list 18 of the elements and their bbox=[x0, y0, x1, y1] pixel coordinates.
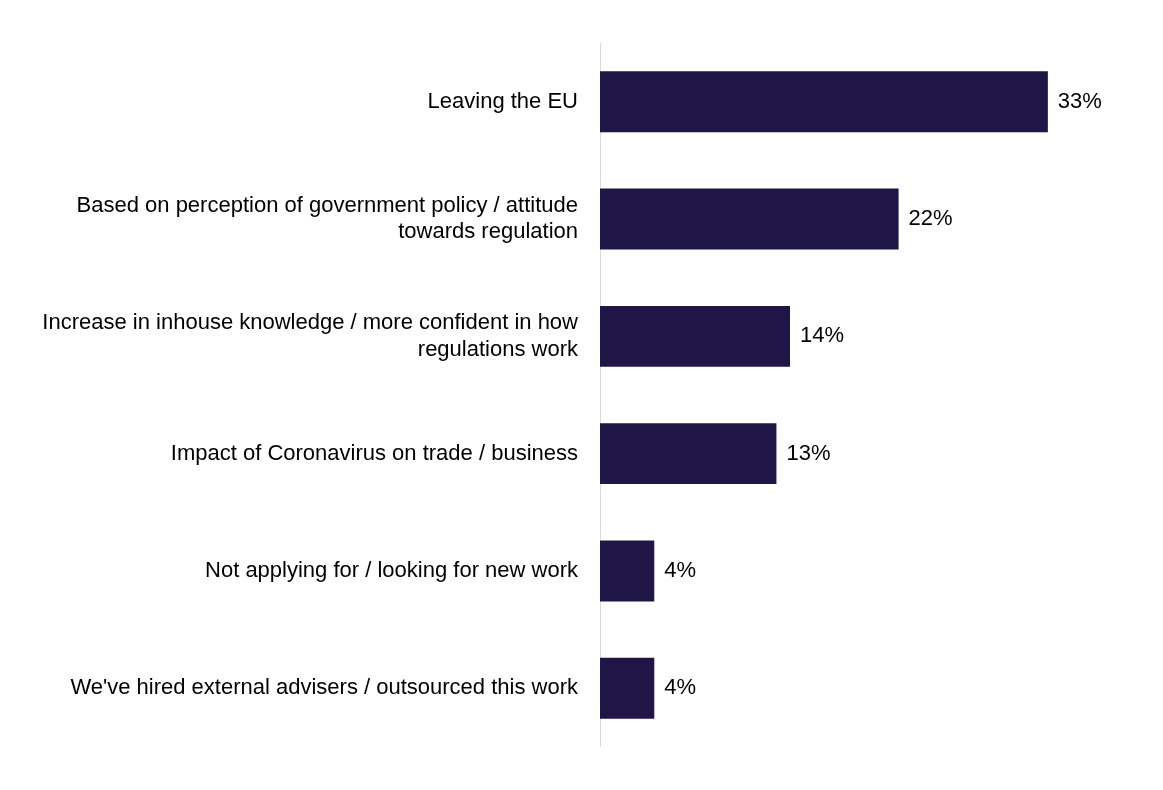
data-label: 4% bbox=[664, 674, 697, 700]
data-label: 13% bbox=[786, 439, 831, 465]
bar bbox=[600, 540, 655, 602]
bar bbox=[600, 305, 790, 367]
y-tick-label: Increase in inhouse knowledge / more confident in how regulations work bbox=[42, 309, 579, 361]
y-tick-label: Leaving the EU bbox=[427, 87, 578, 113]
y-tick-label: We've hired external advisers / outsourced this work bbox=[70, 674, 579, 700]
data-label: 4% bbox=[664, 556, 697, 582]
bar bbox=[600, 423, 777, 485]
bar bbox=[600, 71, 1048, 133]
y-tick-label: Impact of Coronavirus on trade / business bbox=[170, 439, 578, 465]
bar bbox=[600, 657, 655, 719]
data-label: 33% bbox=[1057, 87, 1102, 113]
y-tick-label: Not applying for / looking for new work bbox=[205, 556, 579, 582]
bar bbox=[600, 188, 899, 250]
y-tick-label: Based on perception of government policy / attitude towards regulation bbox=[76, 191, 578, 244]
data-label: 22% bbox=[908, 205, 953, 231]
data-label: 14% bbox=[800, 322, 845, 348]
